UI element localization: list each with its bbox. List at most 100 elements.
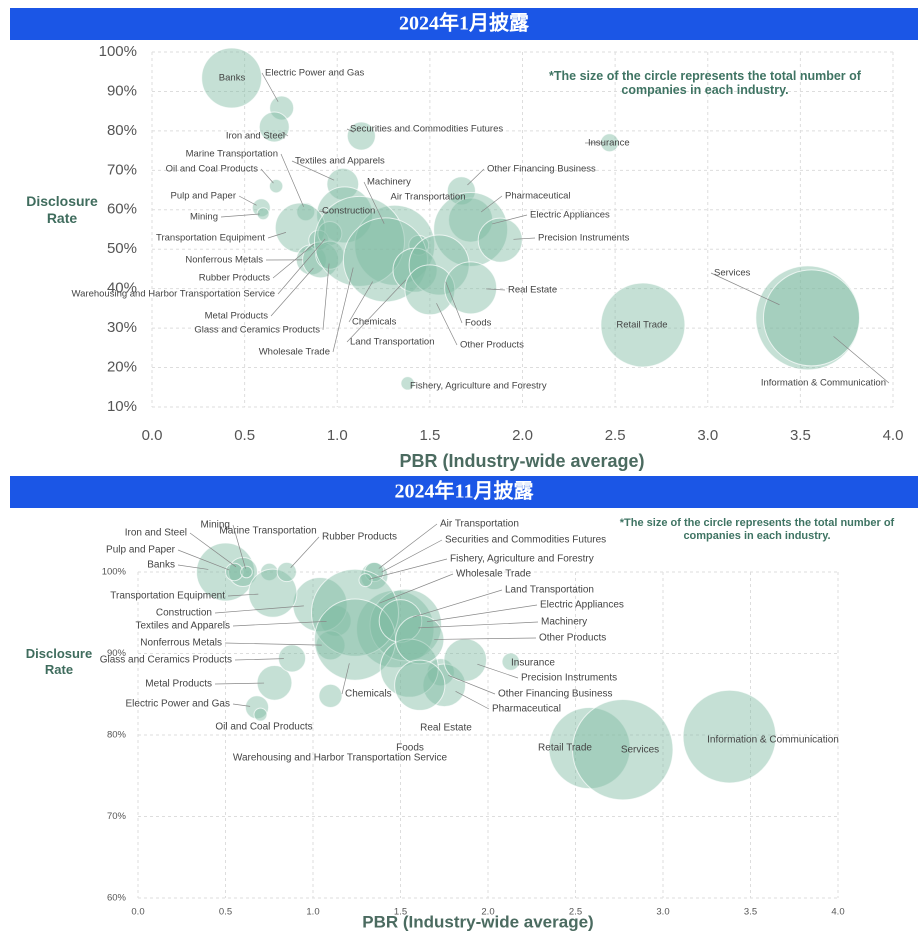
bubble-label: Chemicals [352, 317, 397, 328]
leader-line [480, 195, 503, 213]
x-tick-label: 3.5 [744, 907, 757, 918]
leader-line [434, 637, 537, 640]
y-tick-label: 100% [102, 567, 127, 578]
leader-line [232, 524, 246, 569]
leader-line [436, 303, 458, 346]
bubble [276, 561, 297, 583]
bubble-label: Electric Power and Gas [265, 68, 365, 79]
bubble-label: Fishery, Agriculture and Forestry [410, 381, 547, 392]
bubble-label: Information & Communication [761, 378, 886, 389]
bubble-label: Fishery, Agriculture and Forestry [450, 554, 594, 565]
x-axis-title: PBR (Industry-wide average) [399, 451, 644, 471]
y-tick-label: 60% [107, 893, 127, 904]
bubble-label: Mining [190, 212, 218, 223]
bubble-label: Metal Products [145, 679, 212, 690]
bubble-label: Transportation Equipment [156, 233, 265, 244]
bubble-label: Oil and Coal Products [166, 164, 259, 175]
bubble [354, 204, 436, 286]
bubble [240, 565, 253, 579]
y-tick-label: 10% [107, 398, 137, 415]
leader-line [177, 549, 230, 571]
bubble [444, 261, 498, 315]
bubble-label: Securities and Commodities Futures [350, 124, 503, 135]
bubble-label: Pulp and Paper [171, 191, 237, 202]
bubble [316, 186, 374, 244]
y-tick-label: 70% [107, 161, 137, 178]
leader-line [280, 153, 304, 207]
leader-line [270, 267, 314, 317]
bubble-label: Rubber Products [322, 532, 397, 543]
leader-line [232, 703, 251, 707]
bubble-label: Wholesale Trade [259, 347, 330, 358]
y-tick-label: 80% [107, 730, 127, 741]
leader-line [232, 621, 327, 627]
bubble-label: Machinery [541, 617, 587, 628]
size-note: *The size of the circle represents the t… [619, 517, 895, 542]
bubble-label: Construction [322, 206, 375, 217]
bubble-label: Retail Trade [616, 320, 667, 331]
leader-line [379, 573, 454, 604]
y-tick-label: 40% [107, 280, 137, 297]
bubble [443, 638, 488, 682]
leader-line [281, 131, 289, 137]
leader-line [220, 213, 260, 218]
leader-line [277, 238, 326, 295]
bubble-label: Insurance [511, 658, 555, 669]
bubble-label: Precision Instruments [538, 233, 630, 244]
leader-line [369, 558, 448, 580]
bubble [378, 599, 423, 643]
leader-line [214, 605, 304, 614]
bubble-label: Construction [156, 608, 212, 619]
bubble [296, 202, 316, 222]
x-axis-title: PBR (Industry-wide average) [362, 912, 593, 931]
bubble-label: Rubber Products [199, 273, 271, 284]
bubble-label: Retail Trade [538, 743, 592, 754]
y-axis-title: Disclosure Rate [26, 193, 98, 226]
bubble-label: Other Products [460, 340, 524, 351]
leader-line [332, 267, 354, 353]
leader-line [833, 336, 890, 384]
bubble-label: Air Transportation [391, 192, 466, 203]
bubble-label: Banks [147, 560, 175, 571]
x-tick-label: 1.5 [419, 427, 440, 444]
x-tick-label: 3.0 [656, 907, 669, 918]
leader-line [426, 604, 538, 623]
y-tick-label: 60% [107, 201, 137, 218]
x-tick-label: 2.5 [605, 427, 626, 444]
bubble-label: Marine Transportation [219, 526, 316, 537]
x-tick-label: 0.0 [131, 907, 144, 918]
bubble-label: Foods [396, 743, 424, 754]
leader-line [381, 539, 443, 573]
chart-title: 2024年11月披露 [395, 479, 535, 503]
x-tick-label: 1.0 [327, 427, 348, 444]
leader-line [234, 658, 284, 661]
bubble [318, 683, 343, 708]
bubble [682, 689, 777, 784]
bubble [269, 95, 295, 121]
bubble-label: Other Products [539, 633, 606, 644]
bubble-label: Metal Products [205, 311, 269, 322]
bubble-label: Textiles and Apparels [135, 621, 230, 632]
x-tick-label: 4.0 [831, 907, 844, 918]
y-tick-label: 90% [107, 648, 127, 659]
bubble-label: Other Financing Business [487, 164, 596, 175]
bubble-label: Machinery [367, 177, 411, 188]
bubble-label: Electric Appliances [530, 210, 610, 221]
title-banner [10, 476, 918, 508]
x-tick-label: 3.0 [697, 427, 718, 444]
leader-line [455, 690, 490, 710]
leader-line [267, 232, 287, 239]
bubble [433, 192, 509, 267]
bubble-label: Warehousing and Harbor Transportation Se… [233, 753, 448, 764]
bubble-label: Pharmaceutical [492, 704, 561, 715]
bubble [258, 111, 290, 143]
bubble-label: Securities and Commodities Futures [445, 535, 606, 546]
title-banner [10, 8, 918, 40]
bubble-label: Iron and Steel [226, 131, 285, 142]
leader-line [260, 168, 274, 184]
y-tick-label: 80% [107, 122, 137, 139]
x-tick-label: 0.5 [234, 427, 255, 444]
bubble-label: Foods [465, 318, 492, 329]
size-note: *The size of the circle represents the t… [549, 69, 861, 98]
